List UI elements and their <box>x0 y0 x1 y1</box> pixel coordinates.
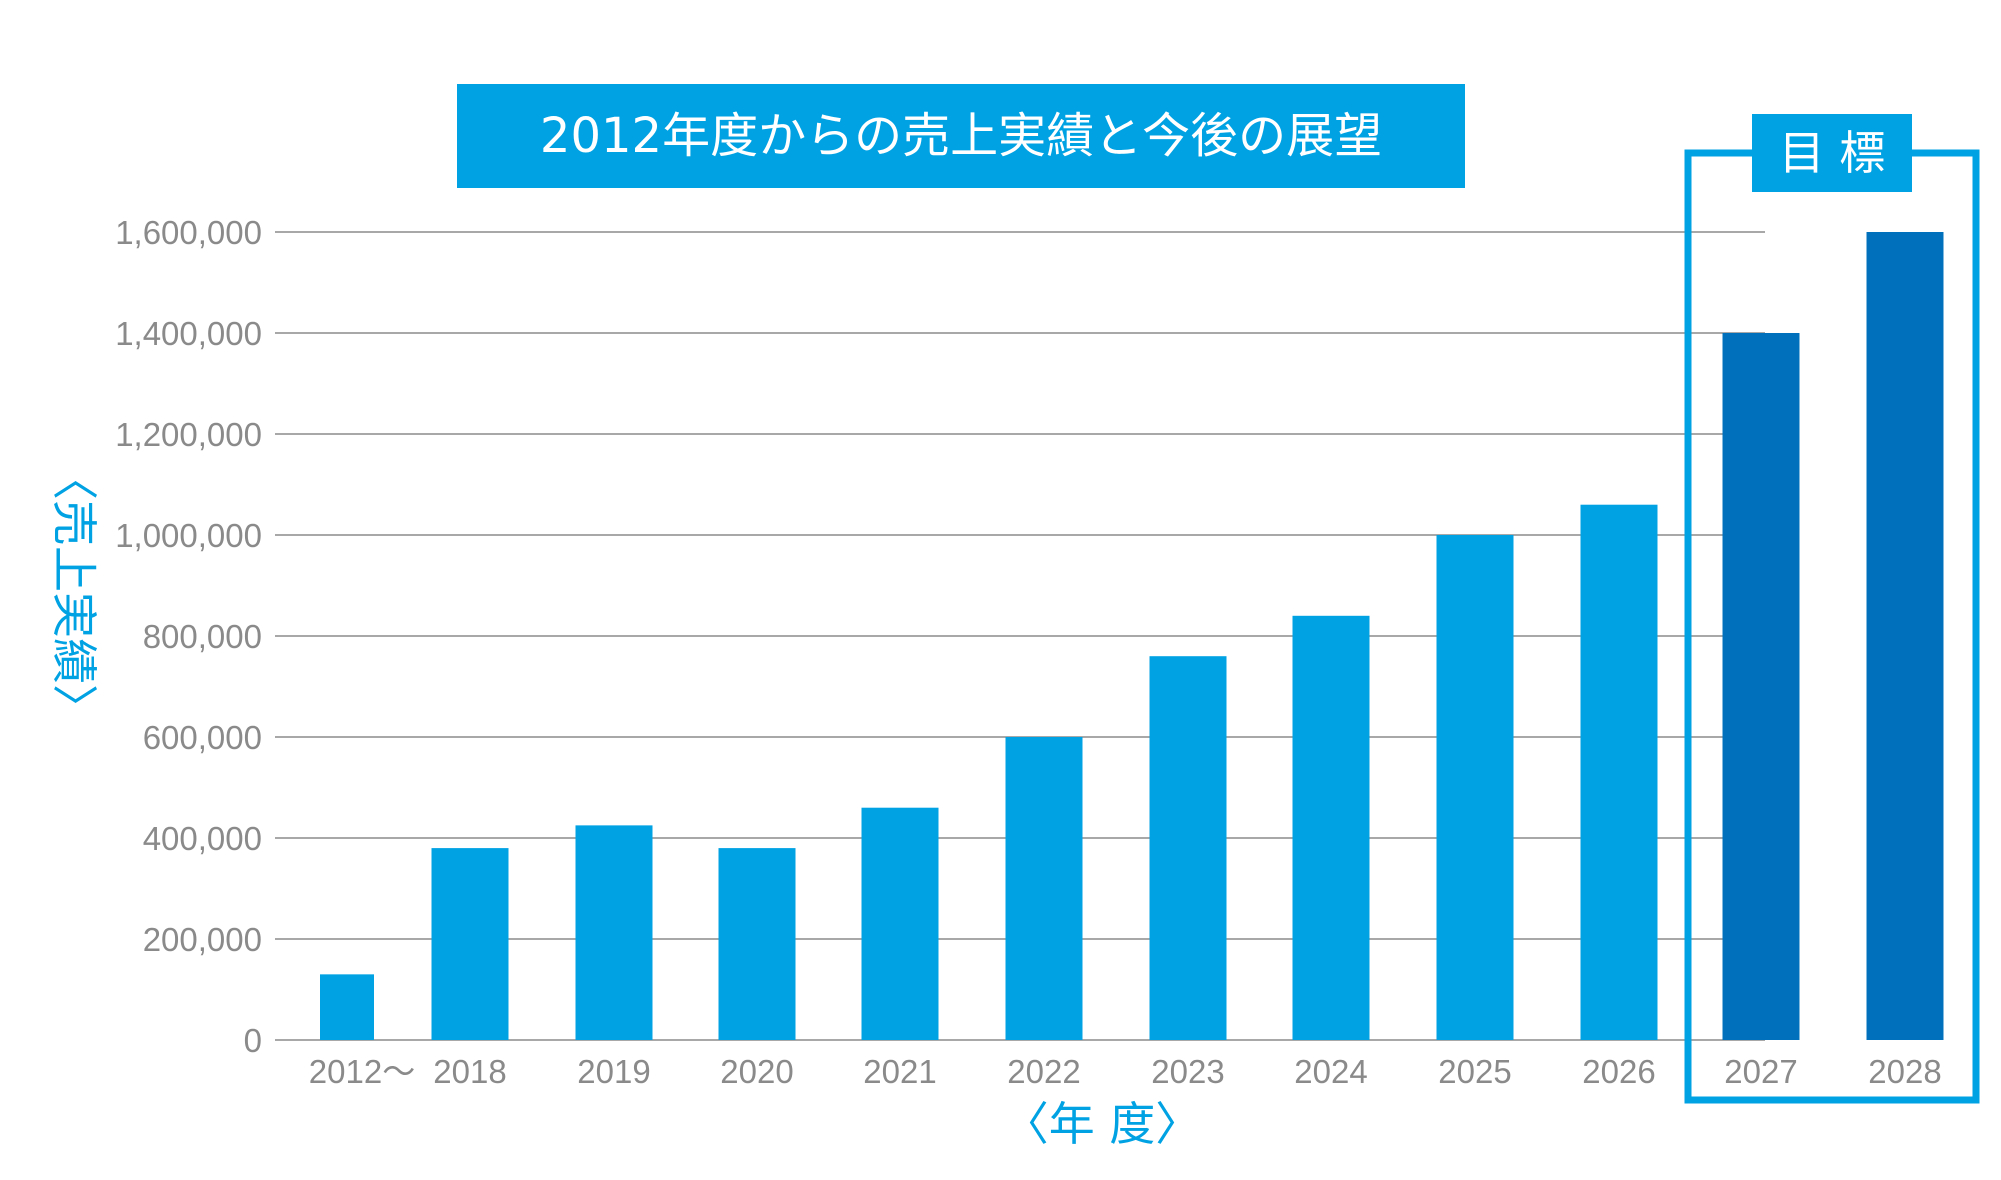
y-tick-label: 400,000 <box>143 820 262 857</box>
bar-2024 <box>1292 615 1370 1040</box>
y-tick-label: 600,000 <box>143 719 262 756</box>
x-axis-ticks: 2012〜 2018 2019 2020 2021 2022 2023 2024 2025 202… <box>309 1053 1942 1090</box>
target-label: 目 標 <box>1779 126 1886 180</box>
bar-2022 <box>1005 737 1083 1040</box>
y-tick-label: 1,400,000 <box>115 315 262 352</box>
chart-title-box <box>457 84 1465 188</box>
x-tick-label: 2025 <box>1438 1053 1511 1090</box>
x-axis-label: 〈年 度〉 <box>1003 1097 1202 1151</box>
bar-2020 <box>718 848 796 1040</box>
x-tick-label: 2012〜 <box>309 1053 415 1090</box>
bar-2026 <box>1580 504 1658 1040</box>
x-tick-label: 2027 <box>1724 1053 1797 1090</box>
x-tick-label: 2018 <box>433 1053 506 1090</box>
y-axis-ticks: 0 200,000 400,000 600,000 800,000 1,000,000 1,… <box>115 214 262 1059</box>
bar-2028 <box>1866 232 1944 1040</box>
y-tick-label: 1,600,000 <box>115 214 262 251</box>
bar-2018 <box>431 848 509 1040</box>
bar-2012 <box>320 974 374 1040</box>
x-tick-label: 2024 <box>1294 1053 1367 1090</box>
y-tick-label: 200,000 <box>143 921 262 958</box>
y-tick-label: 0 <box>244 1022 262 1059</box>
bar-2027 <box>1722 333 1800 1040</box>
chart-title: 2012年度からの売上実績と今後の展望 <box>540 108 1382 164</box>
target-label-box <box>1752 114 1912 192</box>
x-tick-label: 2020 <box>720 1053 793 1090</box>
x-tick-label: 2026 <box>1582 1053 1655 1090</box>
x-tick-label: 2021 <box>863 1053 936 1090</box>
y-tick-label: 1,200,000 <box>115 416 262 453</box>
y-tick-label: 800,000 <box>143 618 262 655</box>
bar-2021 <box>861 807 939 1040</box>
bar-2019 <box>575 825 653 1040</box>
x-tick-label: 2019 <box>577 1053 650 1090</box>
bar-2023 <box>1149 656 1227 1040</box>
bars <box>320 232 1944 1040</box>
bar-2025 <box>1436 535 1514 1040</box>
x-tick-label: 2022 <box>1007 1053 1080 1090</box>
y-tick-label: 1,000,000 <box>115 517 262 554</box>
y-axis-label: 〈売上実績〉 <box>47 454 101 730</box>
x-tick-label: 2028 <box>1868 1053 1941 1090</box>
x-tick-label: 2023 <box>1151 1053 1224 1090</box>
